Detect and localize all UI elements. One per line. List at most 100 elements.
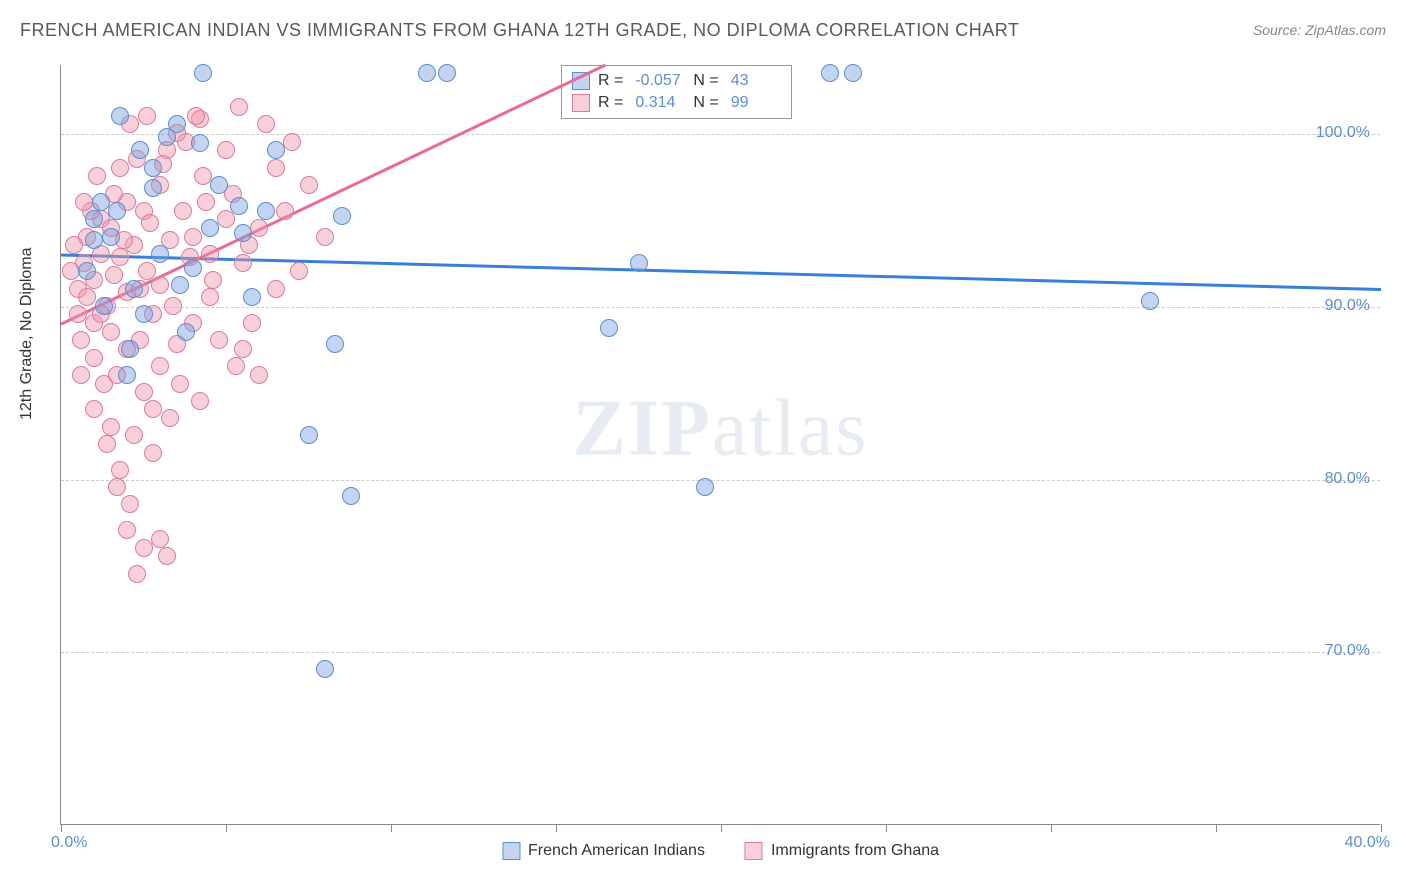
point-pink xyxy=(125,426,143,444)
point-pink xyxy=(85,400,103,418)
point-blue xyxy=(201,219,219,237)
point-pink xyxy=(234,340,252,358)
point-pink xyxy=(158,547,176,565)
point-blue xyxy=(333,207,351,225)
point-blue xyxy=(85,231,103,249)
point-pink xyxy=(141,214,159,232)
source-label: Source: ZipAtlas.com xyxy=(1253,22,1386,38)
point-pink xyxy=(230,98,248,116)
y-tick-label: 70.0% xyxy=(1325,642,1370,660)
point-pink xyxy=(316,228,334,246)
point-blue xyxy=(144,179,162,197)
point-blue xyxy=(243,288,261,306)
point-blue xyxy=(234,224,252,242)
point-pink xyxy=(118,521,136,539)
point-pink xyxy=(194,167,212,185)
point-pink xyxy=(276,202,294,220)
point-pink xyxy=(164,297,182,315)
point-pink xyxy=(128,565,146,583)
point-blue xyxy=(418,64,436,82)
point-pink xyxy=(210,331,228,349)
point-pink xyxy=(161,409,179,427)
point-blue xyxy=(600,319,618,337)
x-tick xyxy=(391,824,392,832)
point-pink xyxy=(267,280,285,298)
point-blue xyxy=(821,64,839,82)
point-blue xyxy=(144,159,162,177)
point-blue xyxy=(230,197,248,215)
point-pink xyxy=(111,159,129,177)
point-blue xyxy=(257,202,275,220)
point-blue xyxy=(316,660,334,678)
chart-plot-area: ZIPatlas R = -0.057 N = 43 R = 0.314 N =… xyxy=(60,65,1380,825)
x-tick xyxy=(1381,824,1382,832)
grid-line xyxy=(61,307,1380,308)
point-blue xyxy=(191,134,209,152)
point-pink xyxy=(184,228,202,246)
watermark-atlas: atlas xyxy=(712,385,869,473)
point-blue xyxy=(121,340,139,358)
point-pink xyxy=(72,331,90,349)
chart-title: FRENCH AMERICAN INDIAN VS IMMIGRANTS FRO… xyxy=(20,20,1019,41)
point-blue xyxy=(135,305,153,323)
y-tick-label: 90.0% xyxy=(1325,297,1370,315)
point-pink xyxy=(174,202,192,220)
point-pink xyxy=(234,254,252,272)
point-pink xyxy=(144,400,162,418)
correlation-legend: R = -0.057 N = 43 R = 0.314 N = 99 xyxy=(561,65,792,119)
point-blue xyxy=(210,176,228,194)
swatch-blue-icon xyxy=(502,842,520,860)
n-label: N = xyxy=(693,94,718,112)
grid-line xyxy=(61,134,1380,135)
point-pink xyxy=(171,375,189,393)
point-blue xyxy=(85,210,103,228)
x-tick xyxy=(1051,824,1052,832)
legend-item-blue: French American Indians xyxy=(502,842,705,860)
point-blue xyxy=(630,254,648,272)
point-pink xyxy=(135,539,153,557)
point-pink xyxy=(144,444,162,462)
point-blue xyxy=(118,366,136,384)
legend-item-pink: Immigrants from Ghana xyxy=(745,842,939,860)
r-value-pink: 0.314 xyxy=(635,94,685,112)
point-blue xyxy=(78,262,96,280)
point-blue xyxy=(111,107,129,125)
point-pink xyxy=(250,366,268,384)
x-tick xyxy=(556,824,557,832)
point-pink xyxy=(111,461,129,479)
point-pink xyxy=(300,176,318,194)
point-blue xyxy=(171,276,189,294)
r-value-blue: -0.057 xyxy=(635,72,685,90)
y-tick-label: 100.0% xyxy=(1316,124,1370,142)
point-blue xyxy=(696,478,714,496)
point-pink xyxy=(85,349,103,367)
point-pink xyxy=(217,141,235,159)
point-pink xyxy=(151,276,169,294)
point-pink xyxy=(138,107,156,125)
point-pink xyxy=(187,107,205,125)
x-tick-label-left: 0.0% xyxy=(51,834,87,852)
point-pink xyxy=(69,305,87,323)
grid-line xyxy=(61,652,1380,653)
point-pink xyxy=(191,392,209,410)
point-pink xyxy=(121,495,139,513)
y-axis-label: 12th Grade, No Diploma xyxy=(18,247,36,420)
point-blue xyxy=(184,259,202,277)
point-blue xyxy=(168,115,186,133)
legend-row-pink: R = 0.314 N = 99 xyxy=(572,92,781,114)
swatch-pink-icon xyxy=(572,94,590,112)
point-blue xyxy=(108,202,126,220)
watermark-zip: ZIP xyxy=(573,385,712,473)
point-pink xyxy=(267,159,285,177)
point-blue xyxy=(125,280,143,298)
point-pink xyxy=(72,366,90,384)
point-blue xyxy=(95,297,113,315)
n-value-pink: 99 xyxy=(731,94,781,112)
point-blue xyxy=(342,487,360,505)
r-label: R = xyxy=(598,94,623,112)
point-blue xyxy=(177,323,195,341)
x-tick xyxy=(61,824,62,832)
point-pink xyxy=(108,478,126,496)
point-pink xyxy=(151,357,169,375)
point-blue xyxy=(102,228,120,246)
